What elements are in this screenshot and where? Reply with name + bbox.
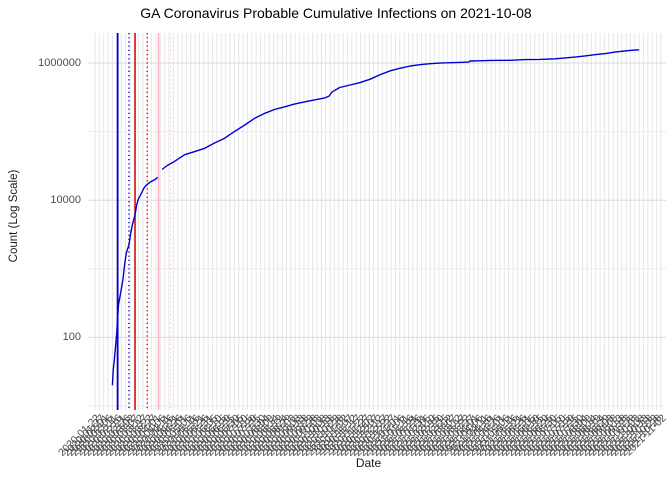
infections-line [161, 49, 640, 171]
y-tick-label: 1000000 [38, 57, 81, 69]
x-axis-title: Date [355, 456, 382, 470]
y-tick-label: 100 [62, 331, 81, 344]
infections-line [111, 176, 159, 386]
chart-title: GA Coronavirus Probable Cumulative Infec… [140, 5, 532, 21]
y-tick-label: 10000 [50, 194, 81, 207]
